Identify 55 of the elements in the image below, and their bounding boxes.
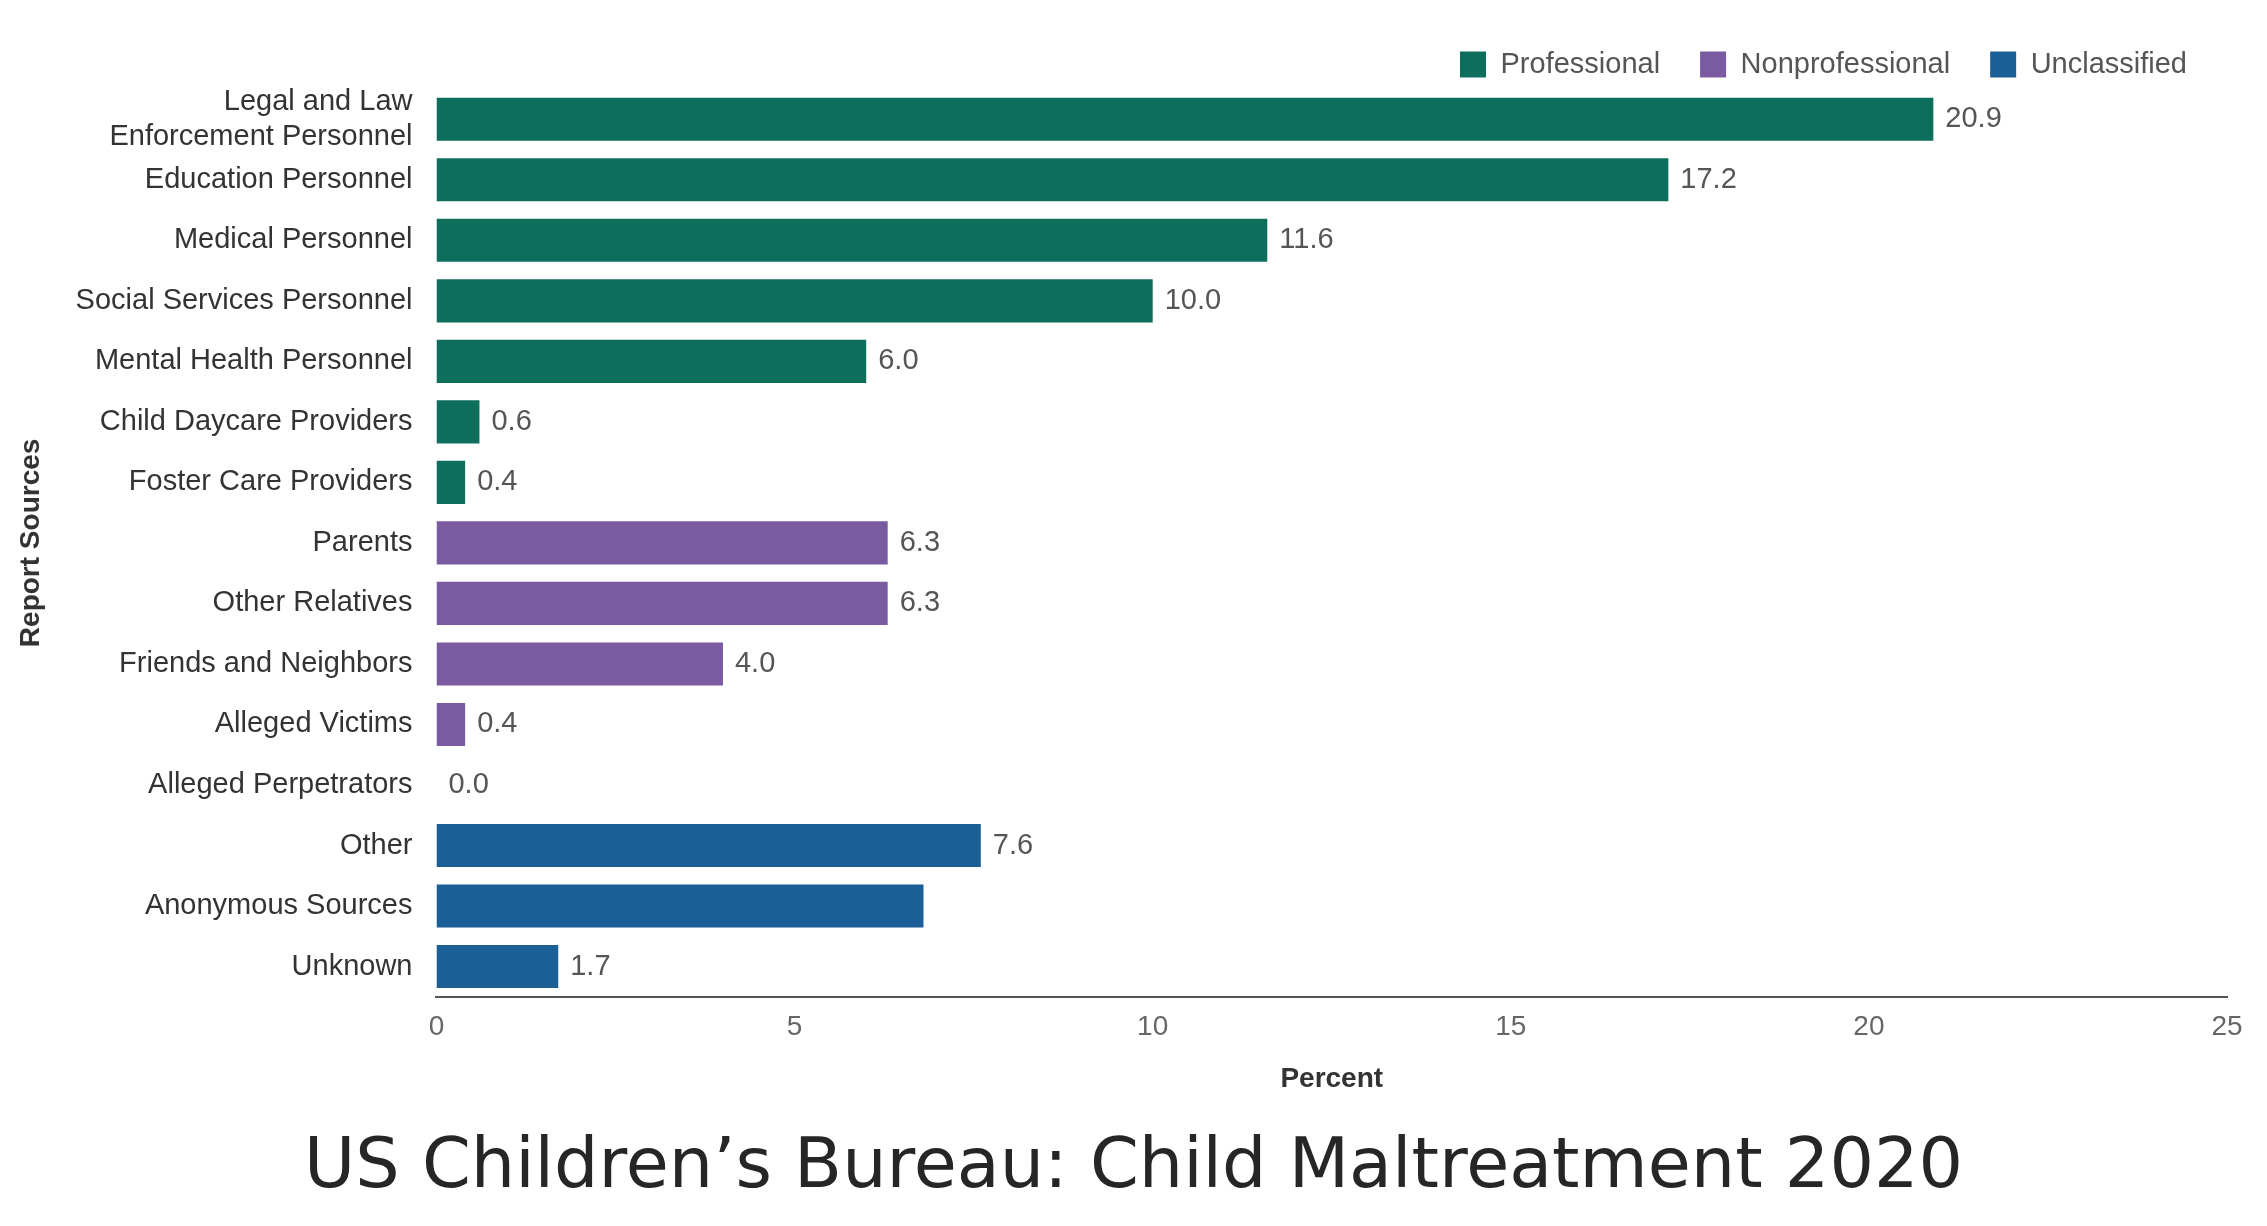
x-axis-title: Percent — [1280, 1061, 1384, 1093]
y-tick-label: Alleged Victims — [214, 706, 413, 739]
bar — [436, 642, 723, 686]
y-tick-label: Mental Health Personnel — [94, 343, 413, 376]
y-tick-label: Friends and Neighbors — [119, 645, 413, 678]
bar — [436, 944, 559, 989]
y-tick-label: Unknown — [291, 948, 413, 981]
data-label: 0.4 — [477, 464, 518, 497]
x-tick-label: 0 — [428, 1010, 445, 1042]
bar — [436, 158, 1669, 202]
data-label: 1.7 — [570, 948, 611, 981]
y-tick-label: Social Services Personnel — [75, 282, 413, 315]
data-label: 17.2 — [1680, 161, 1737, 194]
bar — [436, 339, 867, 383]
y-axis-title: Report Sources — [13, 438, 45, 648]
data-label: 0.4 — [477, 706, 518, 739]
y-tick-label: Parents — [312, 524, 413, 557]
bar — [436, 521, 888, 565]
x-tick-label: 25 — [2211, 1010, 2243, 1042]
y-tick-label: Legal and Law Enforcement Personnel — [109, 83, 414, 151]
bar — [436, 460, 466, 504]
y-tick-label: Child Daycare Providers — [99, 403, 413, 436]
data-label: 4.0 — [734, 645, 776, 678]
y-tick-label: Medical Personnel — [173, 222, 413, 255]
bar — [436, 884, 924, 928]
bar — [436, 581, 888, 625]
data-label: 20.9 — [1945, 101, 2002, 134]
data-label: 0.0 — [448, 766, 489, 799]
x-tick-label: 15 — [1495, 1010, 1527, 1042]
y-tick-label: Other Relatives — [212, 585, 413, 618]
data-label: 6.3 — [899, 585, 941, 618]
data-label: 6.0 — [878, 343, 919, 376]
legend-label: Nonprofessional — [1740, 46, 1951, 79]
x-tick-label: 5 — [786, 1010, 803, 1042]
text: US Children’s Bureau: Child Maltreatment 2020 — [302, 1121, 1965, 1206]
bar — [436, 279, 1153, 323]
y-tick-label: Education Personnel — [144, 161, 413, 194]
data-label: 7.6 — [992, 827, 1034, 860]
y-tick-label: Anonymous Sources — [144, 888, 413, 921]
bar — [436, 218, 1268, 262]
legend-label: Professional — [1500, 46, 1661, 79]
data-label: 11.6 — [1279, 222, 1334, 255]
legend-label: Unclassified — [2030, 46, 2187, 79]
bar — [436, 823, 981, 868]
y-tick-label: Alleged Perpetrators — [148, 766, 413, 799]
y-tick-label: Other — [339, 827, 413, 860]
bar — [436, 702, 466, 747]
bar — [436, 97, 1934, 141]
x-tick-label: 10 — [1137, 1010, 1169, 1042]
data-label: 0.6 — [491, 403, 532, 436]
data-label: 10.0 — [1164, 282, 1222, 315]
y-tick-label: Foster Care Providers — [128, 464, 413, 497]
data-label: 6.3 — [899, 524, 941, 557]
bar — [436, 400, 480, 444]
x-tick-label: 20 — [1853, 1010, 1885, 1042]
